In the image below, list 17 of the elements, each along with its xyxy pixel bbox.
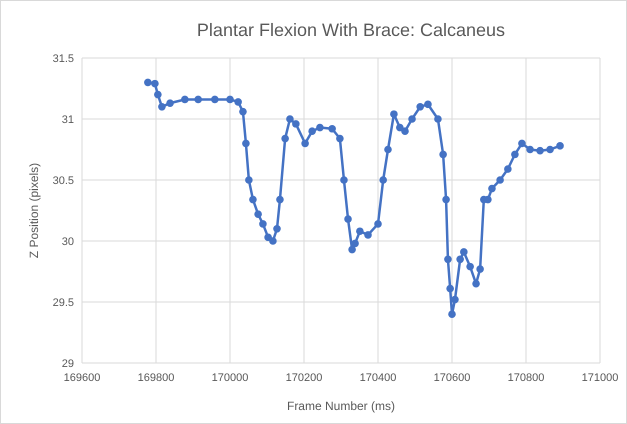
y-tick-label: 31.5 bbox=[52, 52, 74, 65]
x-tick-label: 170400 bbox=[360, 372, 396, 384]
x-tick-label: 171000 bbox=[582, 372, 618, 384]
y-tick-label: 29.5 bbox=[52, 296, 74, 309]
y-tick-label: 29 bbox=[62, 358, 74, 370]
x-tick-label: 170200 bbox=[286, 372, 322, 384]
x-tick-label: 169600 bbox=[64, 372, 100, 384]
x-axis-title: Frame Number (ms) bbox=[286, 399, 396, 413]
x-tick-label: 169800 bbox=[138, 372, 174, 384]
y-tick-label: 30.5 bbox=[52, 174, 74, 187]
x-tick-label: 170800 bbox=[508, 372, 544, 384]
x-tick-label: 170600 bbox=[434, 372, 470, 384]
chart-title: Plantar Flexion With Brace: Calcaneus bbox=[196, 20, 506, 40]
x-tick-label: 170000 bbox=[212, 372, 248, 384]
y-axis-title: Z Position (pixels) bbox=[27, 162, 41, 258]
y-tick-label: 31 bbox=[62, 114, 74, 126]
y-tick-label: 30 bbox=[62, 236, 74, 248]
